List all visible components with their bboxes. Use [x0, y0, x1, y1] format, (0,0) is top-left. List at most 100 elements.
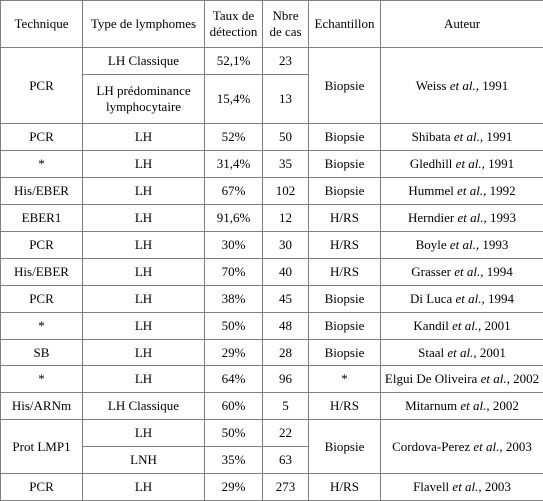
table-header: Technique Type de lymphomes Taux de détect…	[0, 0, 543, 48]
author-cell: Hummel et al., 1992	[380, 177, 543, 206]
table-cell: LH	[82, 123, 205, 152]
author-etal: et al.,	[457, 210, 487, 226]
author-year: 2003	[505, 438, 532, 454]
table-cell: LH	[82, 231, 205, 259]
table-cell: 45	[262, 284, 309, 313]
header-cell: Type de lymphomes	[82, 0, 205, 48]
table-cell: 12	[262, 204, 309, 232]
author-name: Hummel	[408, 183, 454, 199]
table-cell: H/RS	[308, 392, 381, 421]
table-cell: 64%	[204, 365, 263, 394]
table-cell: 29%	[204, 473, 263, 501]
table-row: * LH 31,4% 35 Biopsie Gledhill et al., 1991	[0, 150, 543, 179]
table-cell: His/ARNm	[0, 392, 83, 421]
table-cell: 67%	[204, 177, 263, 206]
table-cell: LH	[82, 257, 205, 286]
table-cell: LH	[82, 338, 205, 367]
table-cell: 30%	[204, 231, 263, 259]
author-cell: Mitarnum et al., 2002	[380, 392, 543, 421]
table-cell: H/RS	[308, 204, 381, 232]
table-cell: Biopsie	[308, 46, 381, 125]
table-body: PCR LH Classique 52,1% 23 Biopsie Weiss et al…	[0, 46, 543, 501]
author-name: Grasser	[411, 263, 451, 279]
author-name: Gledhill	[409, 156, 453, 172]
author-cell: Shibata et al., 1991	[380, 123, 543, 152]
table-cell: H/RS	[308, 473, 381, 501]
author-name: Flavell	[413, 479, 450, 494]
header-cell: Technique	[0, 0, 83, 48]
table-cell: PCR	[0, 284, 83, 313]
author-name: Mitarnum	[405, 398, 458, 414]
author-cell: Boyle et al., 1993	[380, 231, 543, 259]
author-year: 2002	[492, 398, 519, 414]
table-cell: Biopsie	[308, 150, 381, 179]
author-etal: et al.,	[455, 156, 485, 172]
author-name: Boyle	[415, 236, 447, 252]
author-etal: et al.,	[453, 129, 484, 145]
table-cell: Biopsie	[308, 338, 381, 367]
table-row: His/EBER LH 67% 102 Biopsie Hummel et al., 19…	[0, 177, 543, 206]
table-row: SB LH 29% 28 Biopsie Staal et al., 2001	[0, 338, 543, 367]
table-cell: 52%	[204, 123, 263, 152]
table-cell: His/EBER	[0, 257, 83, 286]
header-cell: Nbre de cas	[262, 0, 309, 48]
table-cell: LH	[82, 150, 205, 179]
table-row: His/ARNm LH Classique 60% 5 H/RS Mitarnum et …	[0, 392, 543, 421]
author-year: 1992	[489, 183, 516, 199]
table-cell: LH	[82, 311, 205, 340]
author-cell: Di Luca et al., 1994	[380, 284, 543, 313]
author-etal: et al.,	[447, 344, 477, 360]
author-cell: Staal et al., 2001	[380, 338, 543, 367]
author-name: Weiss	[415, 77, 447, 93]
author-etal: et al.,	[457, 183, 487, 199]
author-year: 2003	[484, 479, 511, 494]
author-name: Elgui De Oliveira	[384, 371, 478, 387]
author-etal: et al.,	[480, 371, 510, 387]
author-cell: Herndier et al., 1993	[380, 204, 543, 232]
header-cell: Auteur	[380, 0, 543, 48]
table-cell: 40	[262, 257, 309, 286]
author-cell: Flavell et al., 2003	[380, 473, 543, 501]
author-year: 1991	[482, 77, 509, 93]
table-cell: Biopsie	[308, 177, 381, 206]
table-row: PCR LH Classique 52,1% 23 Biopsie Weiss et al…	[0, 46, 543, 125]
table-row: * LH 50% 48 Biopsie Kandil et al., 2001	[0, 311, 543, 340]
table-cell: Biopsie	[308, 123, 381, 152]
author-cell: Elgui De Oliveira et al., 2002	[380, 365, 543, 394]
table-row: LNH 35% 63	[1, 446, 543, 475]
author-cell: Kandil et al., 2001	[380, 311, 543, 340]
header-cell: Echantillon	[308, 0, 381, 48]
author-year: 1994	[486, 263, 513, 279]
table-row: LH prédominance lymphocytaire 15,4% 13	[1, 73, 543, 125]
author-name: Kandil	[413, 317, 449, 333]
author-year: 2001	[484, 317, 511, 333]
table-cell: H/RS	[308, 257, 381, 286]
author-etal: et al.,	[452, 317, 482, 333]
table-cell: His/EBER	[0, 177, 83, 206]
author-year: 1994	[487, 290, 514, 306]
author-cell: Grasser et al., 1994	[380, 257, 543, 286]
author-year: 1993	[489, 210, 516, 226]
table-cell: LH	[82, 473, 205, 501]
table-cell: 102	[262, 177, 309, 206]
author-year: 1991	[486, 129, 513, 145]
author-year: 2001	[479, 344, 506, 360]
table-cell: LH	[82, 284, 205, 313]
table-cell: 50	[262, 123, 309, 152]
table-row: Prot LMP1 LH 50% 22 Biopsie Cordova-Perez et …	[0, 419, 543, 475]
table-cell: 29%	[204, 338, 263, 367]
table-cell: PCR	[0, 473, 83, 501]
table-cell: LH	[82, 365, 205, 394]
author-etal: et al.,	[449, 77, 479, 93]
table-cell: 60%	[204, 392, 263, 421]
table-row: PCR LH 29% 273 H/RS Flavell et al., 2003	[0, 473, 543, 501]
table-cell: LH	[82, 419, 205, 448]
table-cell: SB	[0, 338, 83, 367]
author-name: Herndier	[408, 210, 455, 226]
author-year: 2002	[513, 371, 540, 387]
table-row: His/EBER LH 70% 40 H/RS Grasser et al., 1994	[0, 257, 543, 286]
author-etal: et al.,	[452, 479, 482, 494]
table-cell: 50%	[204, 419, 263, 448]
author-cell: Weiss et al., 1991	[380, 46, 543, 125]
table-cell: 35	[262, 150, 309, 179]
